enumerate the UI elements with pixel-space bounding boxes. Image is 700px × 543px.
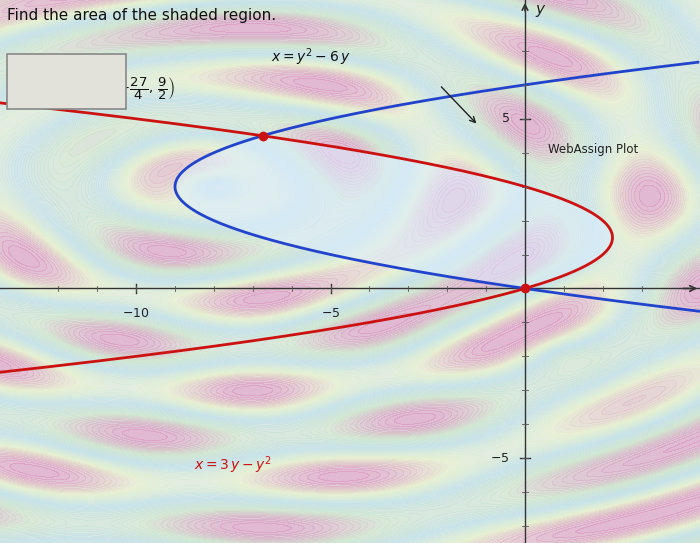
Text: $-10$: $-10$ <box>122 307 150 320</box>
Text: $y$: $y$ <box>535 3 546 20</box>
Text: WebAssign Plot: WebAssign Plot <box>548 143 638 156</box>
Text: $-5$: $-5$ <box>490 452 510 465</box>
Text: $\left(-\dfrac{27}{4},\,\dfrac{9}{2}\right)$: $\left(-\dfrac{27}{4},\,\dfrac{9}{2}\rig… <box>112 75 176 102</box>
Text: $x = y^2 - 6\,y$: $x = y^2 - 6\,y$ <box>272 47 351 68</box>
Text: Find the area of the shaded region.: Find the area of the shaded region. <box>7 8 276 23</box>
Text: $5$: $5$ <box>500 112 510 125</box>
Text: $x = 3\,y - y^2$: $x = 3\,y - y^2$ <box>195 454 272 476</box>
Text: $-5$: $-5$ <box>321 307 340 320</box>
